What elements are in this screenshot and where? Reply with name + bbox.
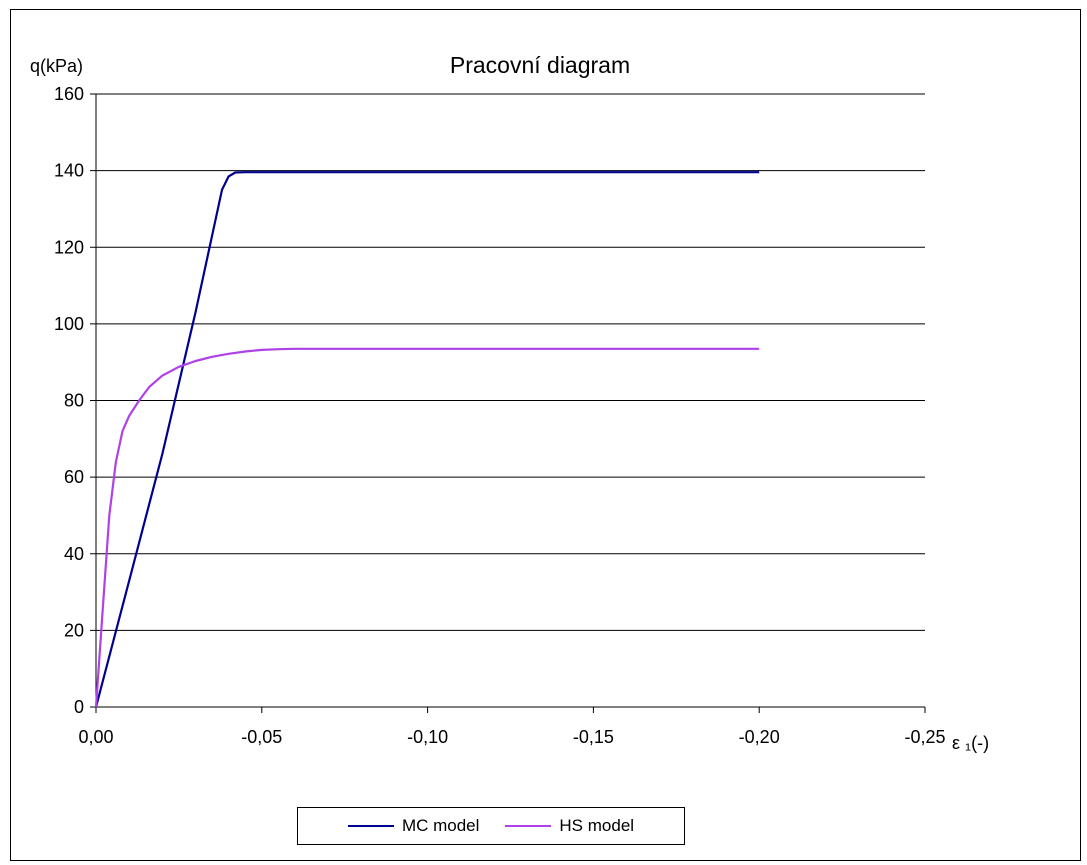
y-axis-label: q(kPa) xyxy=(30,56,83,76)
grid-lines xyxy=(96,93,925,631)
series-lines xyxy=(94,171,760,708)
x-tick-label-3: -0,15 xyxy=(573,727,614,747)
x-tick-label-4: -0,20 xyxy=(739,727,780,747)
legend-item-hs: HS model xyxy=(505,816,634,836)
y-tick-label-5: 100 xyxy=(54,314,84,334)
legend-swatch-mc xyxy=(347,825,394,827)
series-line-hs xyxy=(94,347,760,708)
legend-label-hs: HS model xyxy=(559,816,635,835)
x-tick-label-5: -0,25 xyxy=(904,727,945,747)
x-tick-label-0: 0,00 xyxy=(78,727,113,747)
chart-title: Pracovní diagram xyxy=(450,52,630,78)
y-tick-label-2: 40 xyxy=(64,544,84,564)
y-tick-label-7: 140 xyxy=(54,161,84,181)
x-tick-label-1: -0,05 xyxy=(241,727,282,747)
y-tick-label-4: 80 xyxy=(64,391,84,411)
legend-swatch-hs xyxy=(505,825,552,827)
legend: MC model HS model xyxy=(297,807,685,845)
x-tick-label-2: -0,10 xyxy=(407,727,448,747)
y-tick-label-3: 60 xyxy=(64,467,84,487)
legend-label-mc: MC model xyxy=(401,816,480,835)
series-line-mc xyxy=(94,171,760,708)
y-tick-label-1: 20 xyxy=(64,620,84,640)
chart-frame xyxy=(10,9,1081,861)
y-tick-label-0: 0 xyxy=(74,697,84,717)
y-tick-label-8: 160 xyxy=(54,84,84,104)
y-tick-label-6: 120 xyxy=(54,237,84,257)
axes xyxy=(90,93,926,713)
legend-item-mc: MC model xyxy=(347,816,480,836)
x-axis-label: ε ₁(-) xyxy=(952,733,989,753)
tick-labels: 0 20 40 60 80 100 120 140 160 0,00 -0,05 -0,10 -0,15… xyxy=(54,84,946,747)
